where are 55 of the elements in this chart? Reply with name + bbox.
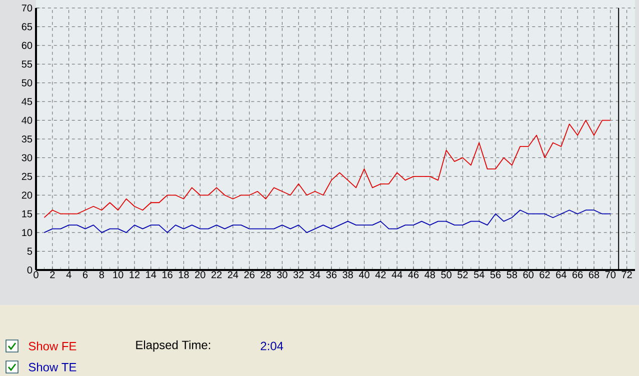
text: Show FE [28,342,76,350]
x-tick-label: 22 [211,271,222,278]
x-tick-label: 50 [441,271,452,278]
x-tick-label: 28 [260,271,271,278]
x-tick-label: 48 [424,271,435,278]
x-tick-label: 64 [556,271,566,278]
y-tick-label: 20 [22,192,32,199]
x-tick-label: 20 [195,271,206,278]
x-tick-label: 52 [458,271,468,278]
x-tick-label: 44 [392,271,402,278]
x-tick-label: 36 [326,271,337,278]
y-tick-label: 40 [22,116,32,124]
y-tick-label: 25 [22,172,32,180]
x-tick-label: 24 [228,271,238,278]
x-tick-label: 6 [82,271,88,278]
y-tick-label: 45 [22,98,32,106]
x-tick-label: 12 [130,271,140,278]
text: Elapsed Time: [136,340,210,352]
x-tick-label: 54 [474,271,484,278]
x-tick-label: 10 [113,271,124,278]
y-tick-label: 65 [22,23,32,30]
x-tick-label: 72 [622,271,632,278]
x-tick-label: 0 [34,271,38,278]
y-tick-label: 5 [27,248,32,255]
x-tick-label: 46 [408,271,419,278]
y-tick-label: 15 [22,210,32,218]
y-tick-label: 60 [22,42,32,49]
x-tick-label: 60 [523,271,534,278]
x-tick-label: 18 [178,271,189,278]
x-tick-label: 40 [358,271,370,278]
y-tick-label: 50 [22,79,32,86]
x-tick-label: 26 [244,271,254,278]
x-tick-label: 56 [490,271,501,278]
x-tick-label: 34 [310,271,320,278]
y-tick-label: 70 [22,4,32,12]
text: Show TE [28,362,76,372]
x-tick-label: 70 [605,271,616,278]
y-tick-label: 55 [22,60,32,68]
x-tick-label: 14 [146,271,156,278]
x-tick-label: 38 [342,271,353,278]
x-tick-label: 4 [66,271,72,278]
x-tick-label: 2 [50,271,55,278]
x-tick-label: 66 [572,271,583,278]
x-tick-label: 68 [588,271,600,278]
x-tick-label: 32 [293,271,304,278]
y-tick-label: 35 [22,135,32,143]
x-tick-label: 30 [277,271,288,278]
y-tick-label: 30 [22,154,32,162]
x-tick-label: 62 [540,271,550,278]
y-tick-label: 10 [22,229,32,236]
x-tick-label: 58 [506,271,518,278]
x-tick-label: 16 [162,271,172,278]
text: 2:04 [260,342,284,350]
x-tick-label: 8 [99,271,104,278]
x-tick-label: 42 [375,271,386,278]
